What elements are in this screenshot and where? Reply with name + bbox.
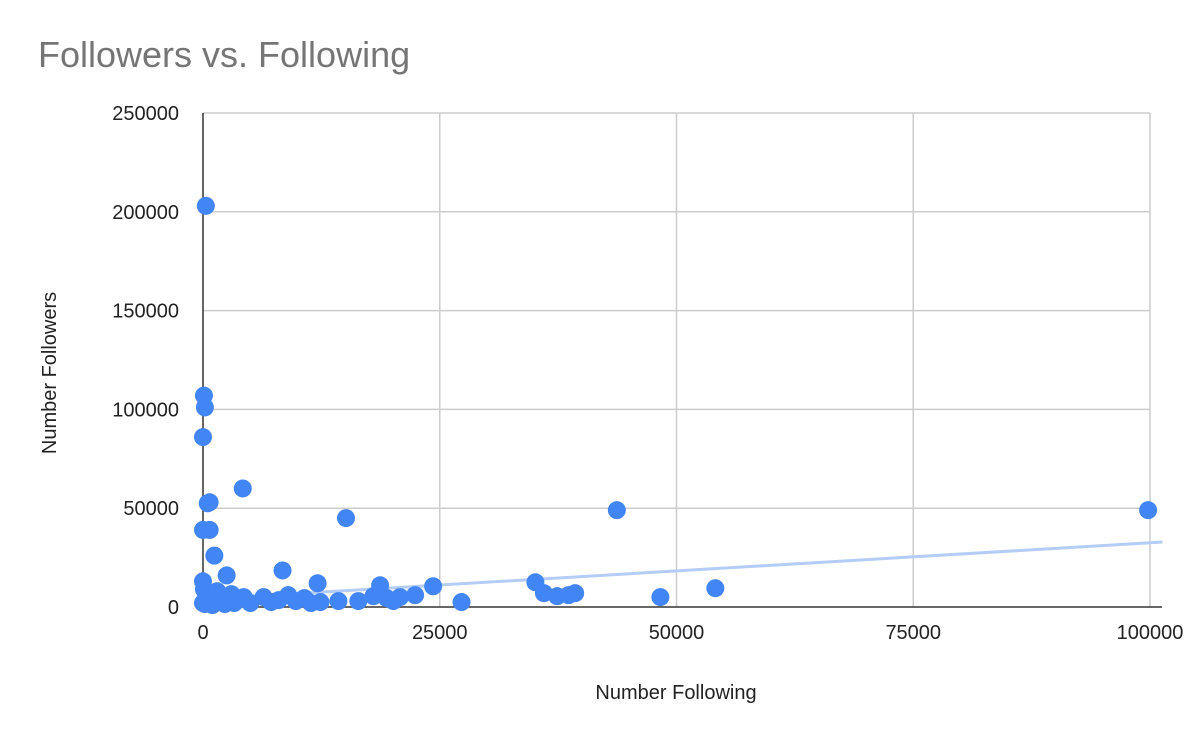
data-point — [706, 579, 725, 598]
y-tick-label: 50000 — [123, 498, 179, 520]
trendline — [202, 540, 1163, 601]
data-point — [311, 593, 330, 612]
data-point — [566, 584, 585, 603]
chart-title: Followers vs. Following — [38, 34, 411, 75]
axes — [202, 113, 1162, 608]
data-point — [196, 196, 215, 215]
y-axis-title: Number Followers — [39, 292, 61, 454]
data-point — [452, 593, 471, 612]
data-point — [329, 592, 348, 611]
data-point — [225, 594, 244, 613]
data-point — [217, 566, 236, 585]
data-point — [364, 587, 383, 606]
x-tick-label: 100000 — [1117, 622, 1184, 644]
x-tick-label: 75000 — [885, 622, 941, 644]
data-point — [406, 586, 425, 605]
y-tick-label: 200000 — [112, 202, 179, 224]
y-tick-label: 0 — [168, 597, 179, 619]
data-point — [390, 588, 409, 607]
data-point — [651, 588, 670, 607]
data-point — [424, 577, 443, 596]
data-point — [607, 501, 626, 520]
data-point — [194, 428, 212, 447]
data-point — [205, 546, 224, 565]
data-point — [336, 509, 355, 528]
data-point — [273, 561, 292, 580]
data-point — [200, 520, 219, 539]
data-point — [349, 592, 368, 611]
data-point — [308, 574, 327, 593]
y-tick-label: 250000 — [112, 103, 179, 125]
x-tick-label: 50000 — [649, 622, 705, 644]
x-tick-label: 25000 — [412, 622, 468, 644]
data-point — [1139, 501, 1158, 520]
x-tick-label: 0 — [197, 622, 208, 644]
data-points — [194, 196, 1158, 615]
x-axis-title: Number Following — [595, 682, 756, 704]
data-point — [195, 398, 214, 417]
tick-labels: 0 50000 100000 150000 200000 250000 0 25000 5000… — [112, 103, 1183, 644]
grid-lines — [203, 112, 1151, 607]
data-point — [198, 494, 217, 513]
y-tick-label: 100000 — [112, 399, 179, 421]
data-point — [233, 479, 252, 498]
y-tick-label: 150000 — [112, 301, 179, 323]
trendline-layer — [202, 540, 1163, 601]
